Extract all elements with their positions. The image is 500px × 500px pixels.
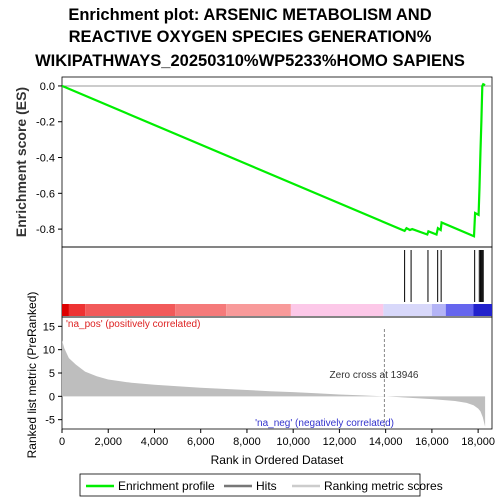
legend-metric-label: Ranking metric scores [324,479,443,493]
x-axis-label: Rank in Ordered Dataset [211,453,344,467]
xtick-label-8: 16,000 [415,436,449,448]
xtick-label-6: 12,000 [323,436,357,448]
chart-title: Enrichment plot: ARSENIC METABOLISM AND … [35,6,465,70]
title-line-3: WIKIPATHWAYS_20250310%WP5233%HOMO SAPIEN… [35,52,465,70]
colorbar-segment-1 [68,304,86,316]
x-ticks: 0 2,000 4,000 6,000 8,000 10,000 12,000 14,000 1… [59,429,495,448]
colorbar-segment-4 [226,304,291,316]
xtick-label-3: 6,000 [187,436,215,448]
xtick-label-5: 10,000 [276,436,310,448]
xtick-label-2: 4,000 [141,436,169,448]
es-axis-label: Enrichment score (ES) [13,87,29,237]
colorbar-segment-0 [62,304,69,316]
xtick-label-4: 8,000 [233,436,261,448]
pos-correlated-label: 'na_pos' (positively correlated) [66,319,200,330]
metric-axis-label: Ranked list metric (PreRanked) [25,292,39,459]
es-ytick-label-2: -0.4 [36,153,55,165]
colorbar-segment-3 [175,304,227,316]
zero-cross-label: Zero cross at 13946 [330,370,419,381]
xtick-label-1: 2,000 [94,436,122,448]
ranked-metric-area [62,329,486,429]
legend-hits-label: Hits [256,479,277,493]
y-ticks: 0.0 -0.2 -0.4 -0.6 -0.8 15 10 5 0 -5 [36,81,62,427]
xtick-label-7: 14,000 [369,436,403,448]
es-ytick-label-4: -0.8 [36,224,55,236]
ranked-metric-fill [62,340,486,427]
colorbar-segment-5 [290,304,384,316]
metric-ytick-label-4: -5 [45,415,55,427]
colorbar-segment-2 [85,304,176,316]
es-ytick-label-1: -0.2 [36,117,55,129]
colorbar-segment-6 [383,304,432,316]
es-ytick-label-3: -0.6 [36,188,55,200]
colorbar-segment-8 [445,304,474,316]
colorbar-segment-9 [473,304,492,316]
legend: Enrichment profile Hits Ranking metric s… [79,473,443,497]
metric-ytick-label-3: 0 [49,391,55,403]
ranking-colorbar [62,304,492,316]
metric-ytick-label-1: 10 [43,345,55,357]
title-line-2: REACTIVE OXYGEN SPECIES GENERATION% [69,28,432,46]
es-ytick-label-0: 0.0 [40,81,55,93]
enrichment-plot-area [61,82,492,238]
xtick-label-9: 18,000 [461,436,495,448]
enrichment-profile-line [61,82,486,238]
enrichment-panel-frame [61,76,493,248]
metric-ytick-label-0: 15 [43,321,55,333]
legend-enrichment-label: Enrichment profile [118,479,215,493]
xtick-label-0: 0 [59,436,65,448]
metric-ytick-label-2: 5 [49,368,55,380]
hits-area [404,250,484,302]
neg-correlated-label: 'na_neg' (negatively correlated) [255,418,394,429]
colorbar-segment-7 [431,304,446,316]
metric-panel-frame [61,316,493,430]
title-line-1: Enrichment plot: ARSENIC METABOLISM AND [68,6,431,24]
